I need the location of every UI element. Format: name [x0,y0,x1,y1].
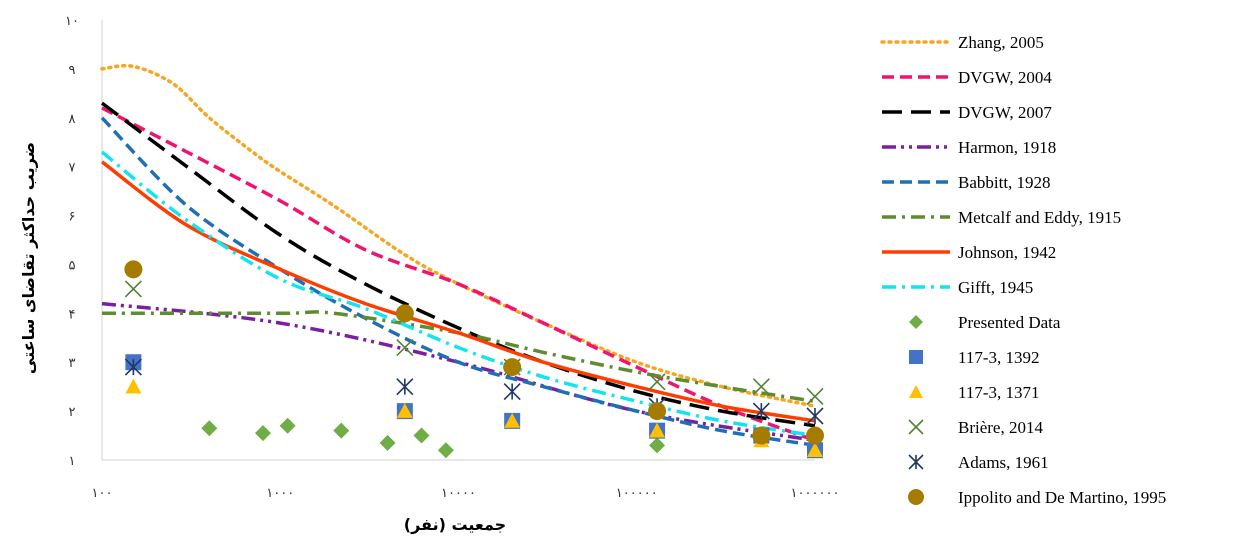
data-point-presented-data [649,437,665,453]
data-point-bri-re-2014 [753,379,769,395]
legend-label-adams-1961: Adams, 1961 [958,453,1049,472]
y-axis-title: ضریب حداکثر تقاضای ساعتی [19,142,38,374]
x-tick-label: ۱۰۰۰ [266,486,294,501]
y-tick-label: ۸ [69,112,76,127]
y-tick-label: ۵ [69,258,76,273]
legend-label-117-3-1392: 117-3, 1392 [958,348,1040,367]
data-point-ippolito-and-de-martino-1995 [503,358,521,376]
data-point-adams-1961 [807,408,823,424]
legend-label-ippolito-and-de-martino-1995: Ippolito and De Martino, 1995 [958,488,1166,507]
y-tick-label: ۹ [69,63,76,78]
data-point-presented-data [413,428,429,444]
data-point-bri-re-2014 [125,281,141,297]
x-tick-label: ۱۰۰۰۰ [441,486,476,501]
x-axis-title: جمعیت (نفر) [404,515,506,534]
data-point-presented-data [255,425,271,441]
legend-label-presented-data: Presented Data [958,313,1061,332]
legend-marker-117-3-1371 [909,385,923,398]
data-point-adams-1961 [397,379,413,395]
y-tick-label: ۱ [69,454,76,469]
legend-marker-ippolito-and-de-martino-1995 [908,489,924,505]
data-point-117-3-1371 [125,379,141,394]
data-point-presented-data [333,423,349,439]
legend-label-dvgw-2007: DVGW, 2007 [958,103,1052,122]
data-point-presented-data [201,420,217,436]
data-point-bri-re-2014 [807,388,823,404]
legend-marker-bri-re-2014 [909,420,923,434]
legend-label-johnson-1942: Johnson, 1942 [958,243,1056,262]
legend-marker-117-3-1392 [909,350,923,364]
x-tick-label: ۱۰۰ [92,486,113,501]
data-point-ippolito-and-de-martino-1995 [124,260,142,278]
data-point-ippolito-and-de-martino-1995 [396,304,414,322]
series-line-dvgw-2004 [102,108,815,440]
x-tick-label: ۱۰۰۰۰۰۰ [791,486,840,501]
legend-label-117-3-1371: 117-3, 1371 [958,383,1040,402]
x-tick-label: ۱۰۰۰۰۰ [616,486,658,501]
legend-marker-adams-1961 [909,455,923,469]
legend-marker-presented-data [909,315,923,329]
data-point-ippolito-and-de-martino-1995 [648,402,666,420]
data-point-presented-data [280,418,296,434]
series-line-metcalf-and-eddy-1915 [102,312,815,401]
y-tick-label: ۴ [69,307,76,322]
legend-label-gifft-1945: Gifft, 1945 [958,278,1033,297]
series-line-dvgw-2007 [102,103,815,426]
legend-label-harmon-1918: Harmon, 1918 [958,138,1056,157]
plot-area [102,20,824,460]
y-tick-label: ۷ [69,161,76,176]
legend-label-zhang-2005: Zhang, 2005 [958,33,1044,52]
data-point-presented-data [438,442,454,458]
data-point-adams-1961 [504,384,520,400]
legend-label-metcalf-and-eddy-1915: Metcalf and Eddy, 1915 [958,208,1121,227]
legend: Zhang, 2005 DVGW, 2004 DVGW, 2007 Harmon, 1… [882,33,1166,507]
y-tick-label: ۱۰ [65,14,79,29]
data-point-ippolito-and-de-martino-1995 [806,427,824,445]
y-tick-label: ۳ [69,356,76,371]
series-line-babbitt-1928 [102,118,815,446]
data-point-presented-data [380,435,396,451]
legend-label-bri-re-2014: Brière, 2014 [958,418,1043,437]
legend-label-dvgw-2004: DVGW, 2004 [958,68,1052,87]
series-line-gifft-1945 [102,152,815,436]
legend-label-babbitt-1928: Babbitt, 1928 [958,173,1051,192]
y-tick-label: ۶ [69,210,76,225]
data-point-ippolito-and-de-martino-1995 [752,427,770,445]
y-axis-ticks: ۱ ۲ ۳ ۴ ۵ ۶ ۷ ۸ ۹ ۱۰ [65,14,79,469]
x-axis-ticks: ۱۰۰ ۱۰۰۰ ۱۰۰۰۰ ۱۰۰۰۰۰ ۱۰۰۰۰۰۰ [92,486,840,501]
y-tick-label: ۲ [69,405,76,420]
